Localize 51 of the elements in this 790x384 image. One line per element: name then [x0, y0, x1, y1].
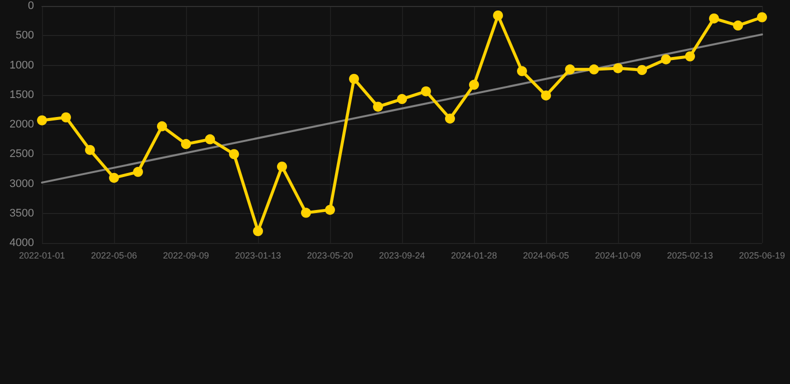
point	[205, 134, 215, 144]
x-tick-label: 2022-05-06	[90, 250, 138, 260]
x-tick-label: 2025-02-13	[666, 250, 714, 260]
point	[421, 86, 431, 96]
point	[61, 112, 71, 122]
point	[733, 20, 743, 31]
y-tick-label: 1500	[10, 88, 34, 101]
x-tick-label: 2024-06-05	[522, 250, 570, 260]
point	[637, 64, 647, 75]
x-tick-label: 2022-09-09	[162, 250, 210, 260]
point	[541, 90, 551, 100]
point	[445, 114, 455, 124]
point	[397, 94, 407, 104]
x-tick-label: 2023-01-13	[234, 250, 282, 260]
point	[349, 74, 359, 84]
point	[229, 149, 239, 160]
x-tick-label: 2022-01-01	[18, 250, 66, 260]
point	[517, 66, 527, 76]
point	[109, 172, 119, 183]
y-tick-label: 1000	[10, 59, 34, 72]
point	[469, 80, 479, 90]
x-tick-label: 2024-10-09	[594, 250, 642, 260]
point	[133, 166, 143, 177]
x-tick-label: 2023-09-24	[378, 250, 426, 260]
y-tick-label: 500	[16, 30, 34, 42]
y-tick-label: 3500	[10, 207, 34, 220]
point	[325, 204, 335, 215]
x-tick-label: 2024-01-28	[450, 250, 498, 260]
y-tick-label: 2000	[10, 118, 34, 130]
y-tick-label: 3000	[10, 178, 34, 190]
point	[277, 162, 287, 172]
point	[253, 226, 263, 236]
x-tick-label: 2023-05-20	[306, 250, 354, 260]
x-tick-label: 2025-06-19	[738, 250, 786, 260]
y-tick-label: 2500	[10, 148, 34, 160]
point	[85, 144, 95, 155]
point	[613, 63, 623, 74]
point	[493, 10, 503, 20]
point	[709, 13, 719, 24]
point	[661, 54, 671, 64]
point	[757, 12, 767, 22]
point	[589, 64, 599, 74]
point	[565, 64, 575, 74]
point	[373, 102, 383, 112]
y-tick-label: 0	[28, 0, 34, 12]
y-tick-label: 4000	[10, 237, 34, 249]
point	[685, 51, 695, 62]
point	[301, 208, 311, 218]
point	[181, 139, 191, 150]
point	[157, 121, 167, 132]
point	[37, 115, 47, 126]
